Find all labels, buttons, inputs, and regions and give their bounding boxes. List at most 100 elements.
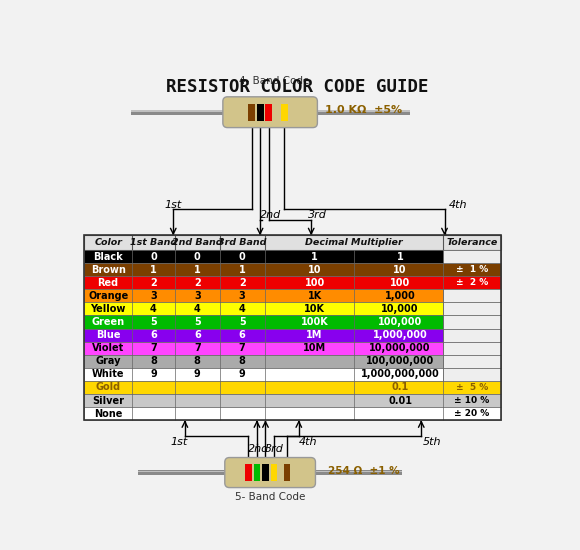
Bar xyxy=(84,316,501,328)
Text: 7: 7 xyxy=(194,343,201,353)
Text: 9: 9 xyxy=(239,370,245,379)
Bar xyxy=(139,471,402,472)
Bar xyxy=(84,263,501,276)
Text: 2: 2 xyxy=(150,278,157,288)
Bar xyxy=(84,276,501,289)
Text: 1: 1 xyxy=(397,251,404,262)
Bar xyxy=(84,407,501,420)
Text: 8: 8 xyxy=(194,356,201,366)
Text: 1.0 KΩ  ±5%: 1.0 KΩ ±5% xyxy=(325,105,402,115)
Text: 5: 5 xyxy=(194,317,201,327)
Bar xyxy=(84,235,501,250)
Bar xyxy=(84,394,501,407)
Text: 8: 8 xyxy=(150,356,157,366)
Text: Black: Black xyxy=(93,251,123,262)
Text: 8: 8 xyxy=(239,356,246,366)
Text: 1K: 1K xyxy=(307,291,322,301)
Text: 0: 0 xyxy=(150,251,157,262)
Text: 10: 10 xyxy=(393,265,407,274)
Text: 1: 1 xyxy=(150,265,157,274)
Bar xyxy=(84,381,501,394)
Text: 4th: 4th xyxy=(299,437,317,447)
Bar xyxy=(84,250,501,263)
Text: 100: 100 xyxy=(304,278,325,288)
Bar xyxy=(84,302,501,316)
Bar xyxy=(130,109,409,115)
Bar xyxy=(284,464,290,481)
Text: None: None xyxy=(94,409,122,419)
Text: 2nd: 2nd xyxy=(259,211,281,221)
Bar xyxy=(262,464,269,481)
Bar xyxy=(139,470,402,475)
Text: 2nd Band: 2nd Band xyxy=(172,238,223,247)
Text: 100K: 100K xyxy=(301,317,328,327)
Text: Green: Green xyxy=(92,317,125,327)
Bar xyxy=(84,368,501,381)
Text: 7: 7 xyxy=(150,343,157,353)
Text: 10K: 10K xyxy=(304,304,325,314)
Bar xyxy=(84,342,501,355)
Bar xyxy=(443,355,501,368)
Text: 1,000,000: 1,000,000 xyxy=(373,330,427,340)
Bar xyxy=(248,104,255,120)
Text: 10,000: 10,000 xyxy=(382,304,419,314)
Text: 1,000,000,000: 1,000,000,000 xyxy=(361,370,440,379)
Text: 1st: 1st xyxy=(170,437,187,447)
Text: Tolerance: Tolerance xyxy=(447,238,498,247)
Text: ±  5 %: ± 5 % xyxy=(456,383,488,392)
Bar xyxy=(84,235,501,420)
Text: 4- Band Code: 4- Band Code xyxy=(239,76,309,86)
Text: 5: 5 xyxy=(239,317,245,327)
Bar xyxy=(443,302,501,316)
Text: Silver: Silver xyxy=(92,395,124,405)
Bar xyxy=(443,316,501,328)
Bar xyxy=(84,289,501,302)
Text: 10,000,000: 10,000,000 xyxy=(369,343,431,353)
Text: ± 10 %: ± 10 % xyxy=(454,396,490,405)
Text: Gray: Gray xyxy=(95,356,121,366)
Bar xyxy=(443,368,501,381)
Text: 6: 6 xyxy=(150,330,157,340)
Text: Color: Color xyxy=(94,238,122,247)
Text: 9: 9 xyxy=(150,370,157,379)
Bar xyxy=(245,464,252,481)
Text: 0.01: 0.01 xyxy=(388,395,412,405)
Text: 1st: 1st xyxy=(165,200,182,210)
Text: 1,000: 1,000 xyxy=(385,291,415,301)
Bar xyxy=(281,104,288,120)
Text: 10: 10 xyxy=(308,265,321,274)
Text: 1M: 1M xyxy=(306,330,323,340)
Text: Violet: Violet xyxy=(92,343,124,353)
Text: ±  2 %: ± 2 % xyxy=(456,278,488,287)
Text: 4th: 4th xyxy=(449,200,467,210)
Text: 4: 4 xyxy=(239,304,245,314)
Text: 1: 1 xyxy=(239,265,245,274)
Bar xyxy=(443,250,501,263)
Text: RESISTOR COLOR CODE GUIDE: RESISTOR COLOR CODE GUIDE xyxy=(166,78,429,96)
Bar xyxy=(265,104,272,120)
Text: 5th: 5th xyxy=(423,437,441,447)
Text: Decimal Multiplier: Decimal Multiplier xyxy=(305,238,403,247)
Text: 100: 100 xyxy=(390,278,410,288)
Text: 100,000,000: 100,000,000 xyxy=(366,356,434,366)
Text: 9: 9 xyxy=(194,370,201,379)
Text: 3: 3 xyxy=(194,291,201,301)
Bar xyxy=(256,104,263,120)
Text: 4: 4 xyxy=(194,304,201,314)
Text: 0: 0 xyxy=(239,251,245,262)
Text: 5: 5 xyxy=(150,317,157,327)
FancyBboxPatch shape xyxy=(225,458,316,488)
Text: 1: 1 xyxy=(311,251,318,262)
Text: 0.1: 0.1 xyxy=(392,382,409,393)
Bar xyxy=(130,110,409,112)
Text: 10M: 10M xyxy=(303,343,326,353)
Text: Red: Red xyxy=(97,278,119,288)
Text: Orange: Orange xyxy=(88,291,128,301)
Text: 3rd: 3rd xyxy=(265,444,284,454)
Text: 254 Ω  ±1 %: 254 Ω ±1 % xyxy=(328,466,399,476)
Text: 2nd: 2nd xyxy=(248,444,269,454)
Text: White: White xyxy=(92,370,124,379)
Text: 3: 3 xyxy=(150,291,157,301)
Text: 0: 0 xyxy=(194,251,201,262)
Text: 3: 3 xyxy=(239,291,245,301)
